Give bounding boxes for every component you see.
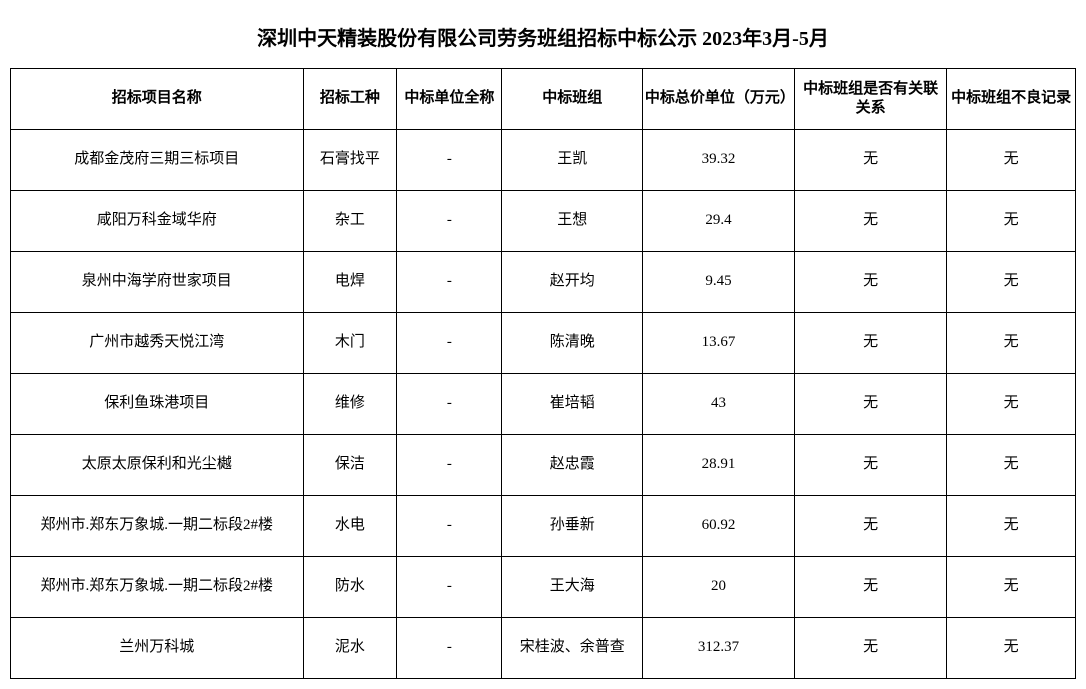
cell-trade: 水电 <box>303 496 397 557</box>
table-row: 泉州中海学府世家项目电焊-赵开均9.45无无 <box>11 252 1076 313</box>
cell-record: 无 <box>947 252 1076 313</box>
header-unit: 中标单位全称 <box>397 69 502 130</box>
header-related: 中标班组是否有关联关系 <box>795 69 947 130</box>
cell-name: 郑州市.郑东万象城.一期二标段2#楼 <box>11 496 304 557</box>
cell-unit: - <box>397 374 502 435</box>
cell-name: 保利鱼珠港项目 <box>11 374 304 435</box>
cell-name: 泉州中海学府世家项目 <box>11 252 304 313</box>
table-title: 深圳中天精装股份有限公司劳务班组招标中标公示 2023年3月-5月 <box>11 10 1076 69</box>
cell-team: 孙垂新 <box>502 496 642 557</box>
cell-record: 无 <box>947 435 1076 496</box>
cell-name: 兰州万科城 <box>11 618 304 679</box>
cell-record: 无 <box>947 130 1076 191</box>
cell-related: 无 <box>795 374 947 435</box>
header-record: 中标班组不良记录 <box>947 69 1076 130</box>
cell-related: 无 <box>795 191 947 252</box>
cell-unit: - <box>397 313 502 374</box>
cell-price: 39.32 <box>642 130 794 191</box>
cell-team: 赵开均 <box>502 252 642 313</box>
cell-team: 宋桂波、余普查 <box>502 618 642 679</box>
table-row: 成都金茂府三期三标项目石膏找平-王凯39.32无无 <box>11 130 1076 191</box>
table-row: 太原太原保利和光尘樾保洁-赵忠霞28.91无无 <box>11 435 1076 496</box>
cell-trade: 石膏找平 <box>303 130 397 191</box>
cell-unit: - <box>397 191 502 252</box>
cell-trade: 保洁 <box>303 435 397 496</box>
cell-name: 咸阳万科金域华府 <box>11 191 304 252</box>
cell-team: 王凯 <box>502 130 642 191</box>
cell-unit: - <box>397 252 502 313</box>
header-trade: 招标工种 <box>303 69 397 130</box>
cell-related: 无 <box>795 313 947 374</box>
cell-price: 60.92 <box>642 496 794 557</box>
cell-unit: - <box>397 557 502 618</box>
title-row: 深圳中天精装股份有限公司劳务班组招标中标公示 2023年3月-5月 <box>11 10 1076 69</box>
header-price: 中标总价单位（万元） <box>642 69 794 130</box>
cell-team: 王想 <box>502 191 642 252</box>
cell-price: 29.4 <box>642 191 794 252</box>
cell-related: 无 <box>795 435 947 496</box>
cell-price: 312.37 <box>642 618 794 679</box>
header-row: 招标项目名称 招标工种 中标单位全称 中标班组 中标总价单位（万元） 中标班组是… <box>11 69 1076 130</box>
cell-price: 13.67 <box>642 313 794 374</box>
cell-record: 无 <box>947 496 1076 557</box>
table-row: 广州市越秀天悦江湾木门-陈清晚13.67无无 <box>11 313 1076 374</box>
cell-record: 无 <box>947 313 1076 374</box>
cell-trade: 泥水 <box>303 618 397 679</box>
cell-trade: 维修 <box>303 374 397 435</box>
table-row: 郑州市.郑东万象城.一期二标段2#楼防水-王大海20无无 <box>11 557 1076 618</box>
cell-price: 9.45 <box>642 252 794 313</box>
table-row: 郑州市.郑东万象城.一期二标段2#楼水电-孙垂新60.92无无 <box>11 496 1076 557</box>
table-row: 保利鱼珠港项目维修-崔培韬43无无 <box>11 374 1076 435</box>
table-row: 咸阳万科金域华府杂工-王想29.4无无 <box>11 191 1076 252</box>
cell-team: 陈清晚 <box>502 313 642 374</box>
cell-name: 太原太原保利和光尘樾 <box>11 435 304 496</box>
cell-team: 赵忠霞 <box>502 435 642 496</box>
header-name: 招标项目名称 <box>11 69 304 130</box>
cell-related: 无 <box>795 252 947 313</box>
cell-unit: - <box>397 130 502 191</box>
cell-related: 无 <box>795 557 947 618</box>
cell-record: 无 <box>947 191 1076 252</box>
cell-record: 无 <box>947 618 1076 679</box>
cell-unit: - <box>397 496 502 557</box>
cell-related: 无 <box>795 130 947 191</box>
cell-price: 43 <box>642 374 794 435</box>
header-team: 中标班组 <box>502 69 642 130</box>
cell-unit: - <box>397 435 502 496</box>
cell-unit: - <box>397 618 502 679</box>
cell-record: 无 <box>947 557 1076 618</box>
cell-trade: 电焊 <box>303 252 397 313</box>
cell-trade: 防水 <box>303 557 397 618</box>
cell-name: 广州市越秀天悦江湾 <box>11 313 304 374</box>
cell-trade: 木门 <box>303 313 397 374</box>
bid-announcement-table: 深圳中天精装股份有限公司劳务班组招标中标公示 2023年3月-5月 招标项目名称… <box>10 10 1076 679</box>
cell-team: 王大海 <box>502 557 642 618</box>
cell-price: 28.91 <box>642 435 794 496</box>
cell-name: 郑州市.郑东万象城.一期二标段2#楼 <box>11 557 304 618</box>
table-row: 兰州万科城泥水-宋桂波、余普查312.37无无 <box>11 618 1076 679</box>
cell-team: 崔培韬 <box>502 374 642 435</box>
cell-trade: 杂工 <box>303 191 397 252</box>
cell-price: 20 <box>642 557 794 618</box>
cell-related: 无 <box>795 618 947 679</box>
cell-record: 无 <box>947 374 1076 435</box>
cell-related: 无 <box>795 496 947 557</box>
cell-name: 成都金茂府三期三标项目 <box>11 130 304 191</box>
